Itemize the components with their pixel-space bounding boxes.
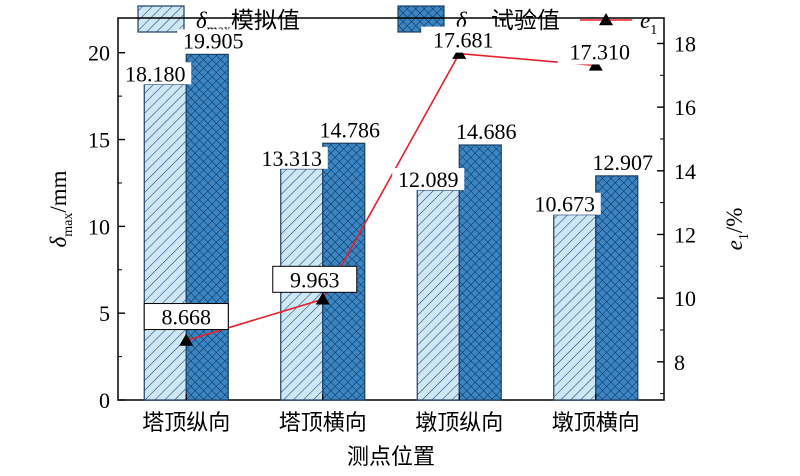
test-bar-4 — [595, 175, 639, 401]
line-series — [179, 46, 603, 346]
right-tick-label: 10 — [674, 286, 696, 311]
right-tick-label: 14 — [674, 159, 696, 184]
data-labels: 18.180 13.313 12.089 10.673 19.905 14.786 14.6… — [119, 26, 659, 331]
plot-frame — [117, 17, 665, 401]
simulated-bar-3 — [416, 189, 460, 401]
x-tick-label-2: 塔顶横向 — [279, 411, 367, 436]
test-value-label-2: 14.786 — [320, 117, 381, 142]
left-tick-label: 5 — [99, 301, 110, 326]
e1-marker-2 — [315, 292, 330, 305]
e1-marker-3 — [452, 46, 467, 59]
simulated-value-label-3: 12.089 — [398, 167, 459, 192]
label-bg — [255, 146, 328, 169]
test-bar-3 — [458, 144, 502, 401]
e1-label-box — [421, 26, 506, 53]
simulated-bar-4 — [553, 214, 597, 401]
e1-line — [186, 52, 596, 342]
left-axis: 0 5 10 15 20 δmax/mm — [46, 41, 125, 413]
plot-border — [117, 17, 665, 401]
label-bg — [119, 62, 192, 85]
test-value-label-3: 14.686 — [456, 119, 517, 144]
label-bg — [313, 118, 386, 141]
simulated-value-label-1: 18.180 — [125, 61, 186, 86]
label-bg — [177, 29, 250, 52]
e1-value-label-2: 9.963 — [290, 267, 340, 292]
e1-value-label-3: 17.681 — [433, 28, 494, 53]
simulated-value-label-4: 10.673 — [535, 192, 596, 217]
left-axis-title: δmax/mm — [46, 170, 76, 247]
right-tick-label: 18 — [674, 31, 696, 56]
left-tick-label: 15 — [88, 128, 110, 153]
left-tick-label: 0 — [99, 388, 110, 413]
legend-swatch-1 — [137, 5, 185, 33]
simulated-bar-1 — [143, 83, 187, 401]
left-tick-label: 20 — [88, 41, 110, 66]
label-bg — [528, 192, 601, 215]
e1-value-label-1: 8.668 — [162, 305, 212, 330]
right-tick-label: 12 — [674, 222, 696, 247]
left-axis-title-text: δmax/mm — [46, 170, 76, 247]
right-axis-title: e1/% — [722, 208, 752, 251]
simulated-value-label-2: 13.313 — [262, 146, 323, 171]
e1-label-box — [557, 38, 642, 65]
x-tick-label-1: 塔顶纵向 — [142, 411, 230, 436]
right-tick-label: 8 — [674, 350, 685, 375]
bars — [143, 53, 639, 401]
e1-label-box — [143, 303, 229, 331]
right-axis: 8 10 12 14 16 18 e1/% — [657, 31, 752, 395]
e1-marker-4 — [588, 58, 603, 71]
legend-swatch-marker — [599, 13, 613, 26]
e1-value-label-4: 17.310 — [570, 39, 631, 64]
test-value-label-4: 12.907 — [593, 150, 654, 175]
test-bar-1 — [185, 53, 229, 401]
label-bg — [450, 119, 523, 142]
label-bg — [586, 150, 659, 173]
e1-label-box — [272, 265, 358, 293]
label-bg — [392, 168, 465, 191]
x-tick-label-3: 墩顶纵向 — [415, 411, 503, 436]
x-axis-title: 测点位置 — [347, 445, 435, 470]
legend-label-3: e1 — [640, 8, 657, 38]
test-value-label-1: 19.905 — [183, 28, 244, 53]
x-tick-label-4: 墩顶横向 — [552, 411, 640, 436]
e1-marker-1 — [179, 333, 194, 346]
right-axis-title-text: e1/% — [722, 208, 752, 251]
right-tick-label: 16 — [674, 95, 696, 120]
left-tick-label: 10 — [88, 214, 110, 239]
